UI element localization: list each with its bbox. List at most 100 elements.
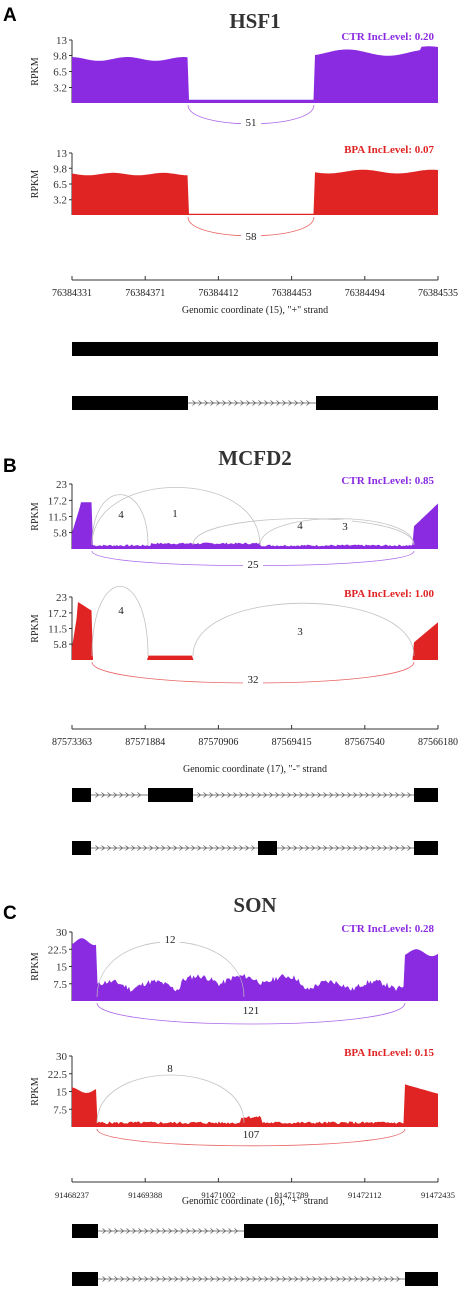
strand-arrow-icon — [167, 845, 172, 851]
junction-arc — [259, 518, 415, 546]
strand-arrow-icon — [389, 845, 394, 851]
junction-arc — [91, 586, 149, 657]
junction-count: 32 — [248, 674, 259, 686]
junction-label-bg — [241, 116, 261, 128]
strand-arrow-icon — [108, 1276, 113, 1282]
junction-label-bg — [160, 933, 180, 945]
strand-arrow-icon — [318, 1276, 323, 1282]
strand-arrow-icon — [396, 1276, 401, 1282]
y-tick-label: 30 — [56, 927, 68, 939]
strand-arrow-icon — [228, 1228, 233, 1234]
x-tick-label: 91471002 — [201, 1190, 235, 1200]
strand-arrow-icon — [216, 1276, 221, 1282]
strand-arrow-icon — [203, 845, 208, 851]
strand-arrow-icon — [114, 1228, 119, 1234]
strand-arrow-icon — [348, 1276, 353, 1282]
exon-block — [316, 396, 438, 410]
strand-arrow-icon — [282, 400, 287, 406]
x-tick-label: 87570906 — [198, 737, 238, 748]
strand-arrow-icon — [120, 1228, 125, 1234]
strand-arrow-icon — [173, 845, 178, 851]
strand-arrow-icon — [312, 1276, 317, 1282]
strand-arrow-icon — [215, 845, 220, 851]
strand-arrow-icon — [144, 1228, 149, 1234]
coverage-area — [72, 169, 438, 215]
strand-arrow-icon — [395, 845, 400, 851]
junction-count: 4 — [118, 509, 124, 521]
strand-arrow-icon — [407, 792, 412, 798]
strand-arrow-icon — [192, 400, 197, 406]
strand-arrow-icon — [360, 1276, 365, 1282]
strand-arrow-icon — [246, 1276, 251, 1282]
strand-arrow-icon — [107, 845, 112, 851]
panel-a: A HSF1 13 9.8 6.5 3.2 RPKM CTR IncLevel: 0.20 51… — [3, 5, 458, 410]
strand-arrow-icon — [401, 845, 406, 851]
junction-label-bg — [163, 1062, 177, 1074]
strand-arrow-icon — [204, 400, 209, 406]
strand-arrow-icon — [365, 845, 370, 851]
strand-arrow-icon — [275, 792, 280, 798]
strand-arrow-icon — [198, 1228, 203, 1234]
strand-arrow-icon — [227, 792, 232, 798]
junction-label-bg — [114, 508, 128, 520]
strand-arrow-icon — [210, 400, 215, 406]
strand-arrow-icon — [222, 1276, 227, 1282]
junction-count: 4 — [297, 520, 303, 532]
y-tick-label: 30 — [56, 1051, 68, 1063]
inclevel-label: BPA IncLevel: 0.07 — [344, 144, 434, 156]
strand-arrow-icon — [144, 1276, 149, 1282]
gene-structure — [72, 1272, 438, 1286]
junction-label-bg — [241, 230, 261, 242]
junction-arc — [96, 1074, 245, 1124]
junction-arc — [91, 494, 149, 546]
exon-block — [72, 841, 91, 855]
strand-arrow-icon — [197, 792, 202, 798]
strand-arrow-icon — [288, 1276, 293, 1282]
strand-arrow-icon — [305, 845, 310, 851]
coverage-area — [72, 46, 438, 103]
strand-arrow-icon — [336, 1276, 341, 1282]
strand-arrow-icon — [209, 792, 214, 798]
gene-title: HSF1 — [229, 9, 280, 33]
strand-arrow-icon — [156, 1228, 161, 1234]
strand-arrow-icon — [365, 792, 370, 798]
strand-arrow-icon — [240, 1276, 245, 1282]
strand-arrow-icon — [131, 845, 136, 851]
y-axis-label: RPKM — [30, 1077, 41, 1105]
x-tick-label: 91468237 — [55, 1190, 89, 1200]
x-tick-label: 91469388 — [128, 1190, 162, 1200]
panel-letter: B — [3, 456, 17, 477]
strand-arrow-icon — [294, 1276, 299, 1282]
strand-arrow-icon — [300, 1276, 305, 1282]
x-tick-label: 76384535 — [418, 288, 458, 299]
strand-arrow-icon — [180, 1228, 185, 1234]
strand-arrow-icon — [258, 1276, 263, 1282]
strand-arrow-icon — [210, 1228, 215, 1234]
strand-arrow-icon — [150, 1276, 155, 1282]
strand-arrow-icon — [113, 845, 118, 851]
junction-count: 4 — [118, 605, 124, 617]
strand-arrow-icon — [317, 845, 322, 851]
y-tick-label: 7.5 — [53, 979, 67, 991]
exon-block — [72, 396, 188, 410]
y-axis-label: RPKM — [30, 952, 41, 980]
strand-arrow-icon — [257, 792, 262, 798]
exon-block — [72, 1224, 98, 1238]
strand-arrow-icon — [245, 845, 250, 851]
junction-label-bg — [168, 507, 182, 519]
strand-arrow-icon — [341, 792, 346, 798]
gene-title: MCFD2 — [218, 446, 291, 470]
strand-arrow-icon — [299, 845, 304, 851]
strand-arrow-icon — [197, 845, 202, 851]
strand-arrow-icon — [233, 792, 238, 798]
track-bpa: 30 22.5 15 7.5 RPKM BPA IncLevel: 0.15 8 107 — [30, 1047, 438, 1147]
junction-count: 12 — [165, 934, 176, 946]
exon-block — [244, 1224, 438, 1238]
coverage-area — [72, 938, 438, 1001]
strand-arrow-icon — [306, 1276, 311, 1282]
exon-block — [414, 788, 438, 802]
strand-arrow-icon — [299, 792, 304, 798]
y-axis-label: RPKM — [30, 502, 41, 530]
strand-arrow-icon — [125, 845, 130, 851]
coverage-area — [72, 1084, 438, 1127]
